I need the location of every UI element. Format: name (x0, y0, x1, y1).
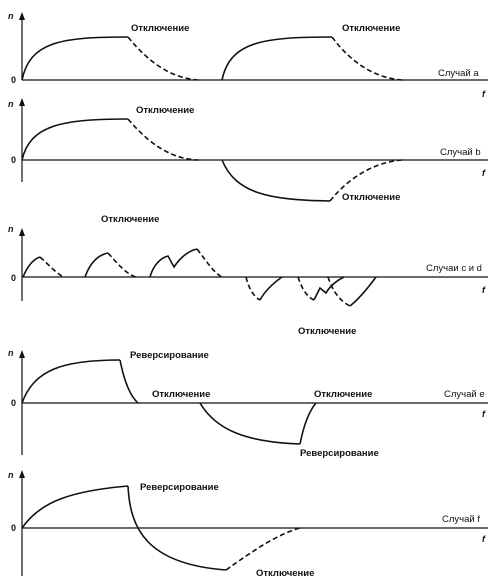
panel-a-curve-1 (21, 36, 129, 81)
panel-cd-neg-3-rise (327, 276, 351, 307)
panel-a-label-1: Отключение (131, 23, 189, 34)
panel-cd-neg-1 (259, 276, 283, 301)
panel-e-x-label: f (482, 409, 486, 419)
panel-cd-pulse-2-decay (107, 252, 137, 278)
panel-b-decay-down (329, 159, 403, 202)
panel-a-x-label: f (482, 89, 486, 99)
panel-b-zero-label: 0 (11, 155, 16, 165)
panel-cd-neg-3 (349, 276, 377, 307)
panel-e-y-arrow-icon (19, 350, 25, 358)
panel-b-y-label: n (8, 99, 14, 109)
panel-b-label-1: Отключение (136, 105, 194, 116)
panel-b-curve-up (21, 118, 129, 161)
panel-cd-label-2: Отключение (298, 326, 356, 337)
panel-b-curve-down (221, 159, 331, 202)
panel-cd-x-label: f (482, 285, 486, 295)
panel-f-zero-label: 0 (11, 523, 16, 533)
panel-cd-label-1: Отключение (101, 214, 159, 225)
panel-a-zero-label: 0 (11, 75, 16, 85)
panel-e-label-3: Отключение (314, 389, 372, 400)
panel-a-curve-2 (221, 36, 333, 81)
panel-b-case-label: Случай b (440, 147, 481, 158)
panel-f-curve-up (21, 485, 129, 529)
panel-b: n 0 f Случай b Отключение Отключение (8, 98, 488, 203)
panel-cd-pulse-3 (149, 248, 198, 278)
panel-cd-pulse-1-decay (39, 256, 65, 278)
panel-e-label-4: Реверсирование (300, 448, 379, 459)
panel-a-case-label: Случай a (438, 68, 479, 79)
panel-cd-pulse-3-decay (196, 248, 223, 278)
panel-b-y-arrow-icon (19, 98, 25, 106)
panel-f-y-arrow-icon (19, 470, 25, 478)
panel-e-reversal-2 (299, 402, 317, 445)
panel-e-y-label: n (8, 348, 14, 358)
panel-f-label-2: Отключение (256, 568, 314, 579)
panel-e-case-label: Случай e (444, 389, 485, 400)
panel-cd: n 0 f Случаи c и d Отключение Отключение (8, 214, 488, 337)
panel-b-decay-up (127, 118, 199, 161)
panel-f-label-1: Реверсирование (140, 482, 219, 493)
panel-e-reversal-1 (119, 359, 139, 404)
panel-b-label-2: Отключение (342, 192, 400, 203)
panel-f: n 0 f Случай f Реверсирование Отключение (8, 470, 488, 579)
panel-e-curve-down (199, 402, 301, 445)
panel-a: n 0 f Случай a Отключение Отключение (8, 11, 488, 99)
panel-f-y-label: n (8, 470, 14, 480)
panel-cd-pulse-2 (84, 252, 109, 278)
panel-cd-neg-1-rise (245, 276, 261, 301)
panel-a-label-2: Отключение (342, 23, 400, 34)
panel-a-y-label: n (8, 11, 14, 21)
panel-f-case-label: Случай f (442, 514, 480, 525)
panel-b-x-label: f (482, 168, 486, 178)
panel-e-zero-label: 0 (11, 398, 16, 408)
panel-a-y-arrow-icon (19, 12, 25, 20)
panel-cd-zero-label: 0 (11, 273, 16, 283)
panel-e-label-1: Реверсирование (130, 350, 209, 361)
panel-cd-y-label: n (8, 224, 14, 234)
panel-f-decay (225, 527, 301, 571)
panel-a-decay-2 (331, 36, 403, 81)
panel-e-curve-up (21, 359, 121, 404)
panel-e-label-2: Отключение (152, 389, 210, 400)
panel-a-decay-1 (127, 36, 199, 81)
panel-cd-neg-2-rise (297, 276, 315, 301)
panel-cd-case-label: Случаи c и d (426, 263, 482, 274)
panel-e: n 0 f Случай e Реверсирование Отключение… (8, 348, 488, 459)
panel-f-x-label: f (482, 534, 486, 544)
panel-cd-pulse-1 (22, 256, 41, 278)
panel-f-reversal (127, 485, 227, 571)
panel-cd-y-arrow-icon (19, 228, 25, 236)
